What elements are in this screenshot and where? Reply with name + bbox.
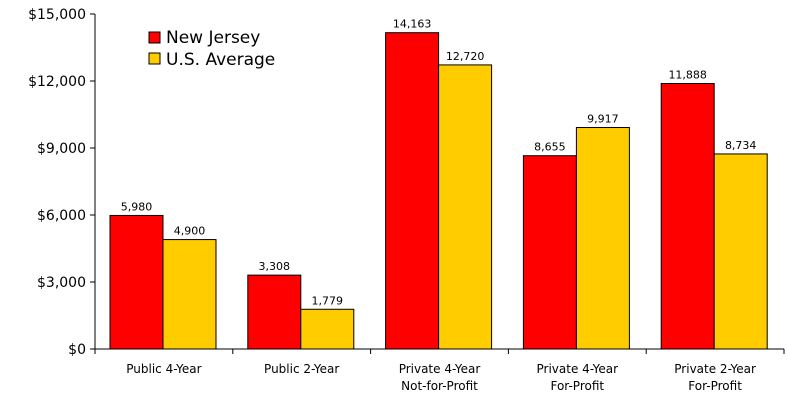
x-axis: Public 4-Year Public 2-Year Private 4-Year… — [94, 348, 785, 393]
bar-value-label: 8,734 — [725, 139, 757, 152]
bar-value-label: 8,655 — [534, 141, 566, 154]
bar-value-label: 11,888 — [668, 69, 707, 82]
y-tick-label: $12,000 — [28, 74, 86, 90]
legend-swatch-new-jersey — [148, 31, 161, 44]
legend: New Jersey U.S. Average — [148, 28, 275, 70]
bar-us-average — [575, 127, 630, 350]
bar-us-average — [713, 153, 768, 350]
legend-swatch-us-average — [148, 52, 161, 65]
bar-value-label: 4,900 — [174, 225, 206, 238]
bar-value-label: 14,163 — [393, 18, 432, 31]
legend-label-new-jersey: New Jersey — [166, 28, 260, 48]
bar-us-average — [162, 239, 217, 350]
legend-label-us-average: U.S. Average — [166, 50, 275, 70]
bars — [109, 32, 768, 350]
bar-value-label: 9,917 — [587, 113, 619, 126]
x-category-label: Public 4-Year — [126, 362, 201, 376]
bar-new-jersey — [660, 83, 715, 350]
y-tick-label: $3,000 — [37, 275, 86, 291]
bar-value-label: 1,779 — [312, 294, 344, 307]
bar-new-jersey — [522, 155, 577, 350]
x-category-label: Public 2-Year — [264, 362, 339, 376]
bar-new-jersey — [385, 32, 440, 350]
y-tick-label: $15,000 — [28, 7, 86, 23]
y-axis: $0 $3,000 $6,000 $9,000 $12,000 $15,000 — [28, 7, 96, 358]
x-category-label: Private 4-Year Not-for-Profit — [399, 362, 481, 393]
bar-new-jersey — [247, 274, 302, 350]
bar-value-label: 3,308 — [259, 260, 291, 273]
x-category-label: Private 2-Year For-Profit — [674, 362, 756, 393]
y-tick-label: $6,000 — [37, 208, 86, 224]
x-category-label: Private 4-Year For-Profit — [536, 362, 618, 393]
data-labels: 5,980 3,308 14,163 8,655 11,888 4,900 1,779 12,… — [121, 18, 757, 308]
y-tick-label: $9,000 — [37, 141, 86, 157]
bar-value-label: 5,980 — [121, 200, 153, 213]
y-tick-label: $0 — [68, 342, 86, 358]
bar-us-average — [438, 64, 493, 350]
bar-value-label: 12,720 — [446, 50, 485, 63]
bar-us-average — [300, 308, 355, 350]
bar-new-jersey — [109, 214, 164, 350]
